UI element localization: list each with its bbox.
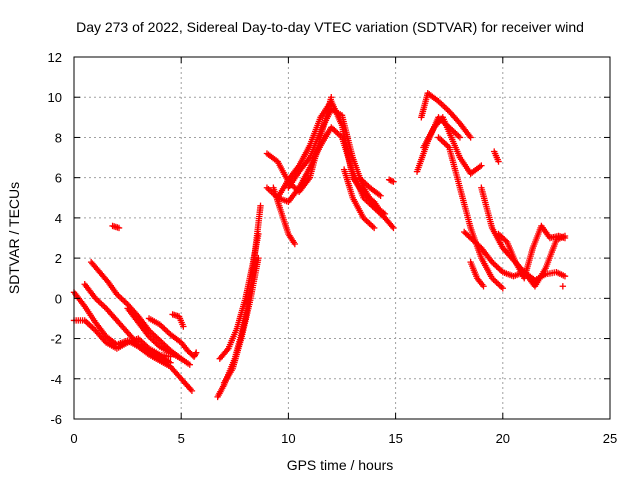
plot-frame	[73, 56, 611, 420]
data-point	[188, 387, 196, 395]
x-tick-label: 15	[388, 431, 402, 446]
series-trace-20	[385, 176, 397, 185]
data-point	[502, 237, 509, 244]
gridlines	[74, 57, 610, 419]
x-axis-label: GPS time / hours	[287, 457, 394, 473]
data-point	[377, 192, 384, 199]
data-point	[385, 176, 393, 183]
series-trace-10	[214, 202, 264, 401]
data-point	[180, 323, 187, 330]
y-tick-label: 8	[55, 130, 62, 145]
data-point	[186, 361, 193, 368]
x-tick-label: 25	[603, 431, 617, 446]
data-point	[193, 349, 200, 356]
series-trace-5	[124, 305, 185, 362]
data-point	[255, 230, 262, 238]
data-point	[478, 162, 485, 169]
data-point	[370, 224, 378, 232]
series-trace-6	[145, 315, 191, 354]
y-tick-label: 2	[55, 251, 62, 266]
data-point	[178, 355, 185, 362]
data-point	[291, 240, 299, 248]
y-tick-label: 10	[48, 90, 62, 105]
data-point	[387, 177, 394, 184]
data-point	[561, 234, 569, 242]
data-point	[257, 202, 264, 210]
series-trace-7	[169, 311, 187, 330]
data-point	[388, 177, 396, 185]
series-trace-19	[355, 174, 384, 199]
y-axis-label: SDTVAR / TECUs	[6, 182, 22, 294]
data-point	[495, 158, 502, 165]
y-tick-label: 0	[55, 291, 62, 306]
data-point	[456, 134, 464, 141]
x-tick-label: 10	[281, 431, 295, 446]
series-trace-22	[418, 90, 474, 141]
data-point	[480, 283, 487, 290]
data-point	[390, 224, 397, 232]
data-point	[381, 214, 389, 222]
series-trace-9	[184, 347, 200, 360]
data-points	[70, 90, 569, 401]
series-trace-8	[109, 222, 123, 232]
series-trace-29	[491, 148, 502, 165]
series-trace-28	[467, 258, 487, 290]
y-tick-label: -2	[50, 332, 62, 347]
data-point	[467, 134, 474, 141]
x-tick-label: 0	[70, 431, 77, 446]
series-trace-30	[559, 283, 567, 290]
series-trace-18	[340, 166, 378, 232]
series-trace-23	[420, 114, 485, 177]
data-point	[255, 254, 262, 262]
x-tick-label: 20	[496, 431, 510, 446]
data-point	[499, 285, 506, 292]
series-trace-4	[81, 281, 174, 366]
series-trace-2	[70, 317, 174, 360]
data-point	[389, 223, 396, 230]
y-tick-label: -4	[50, 372, 62, 387]
series-trace-12	[220, 254, 262, 386]
series-trace-26	[478, 184, 569, 290]
data-point	[167, 359, 174, 366]
y-tick-label: 6	[55, 171, 62, 186]
series-trace-15	[270, 184, 299, 248]
series-trace-27	[495, 222, 569, 282]
data-point	[192, 350, 199, 358]
data-point	[390, 178, 397, 185]
data-point	[115, 224, 123, 232]
series-trace-25	[461, 228, 569, 284]
data-point	[559, 283, 567, 290]
axis-ticks: 0 5 10 15 20 25 -6 -4 -2 0 2 4 6 8 10 12	[48, 50, 618, 446]
y-tick-label: 4	[55, 211, 62, 226]
y-tick-label: -6	[50, 412, 62, 427]
y-tick-label: 12	[48, 50, 62, 65]
chart-title: Day 273 of 2022, Sidereal Day-to-day VTE…	[76, 19, 584, 35]
x-tick-label: 5	[178, 431, 185, 446]
data-point	[223, 346, 231, 354]
data-point	[561, 273, 569, 280]
series-trace-17	[274, 98, 389, 222]
